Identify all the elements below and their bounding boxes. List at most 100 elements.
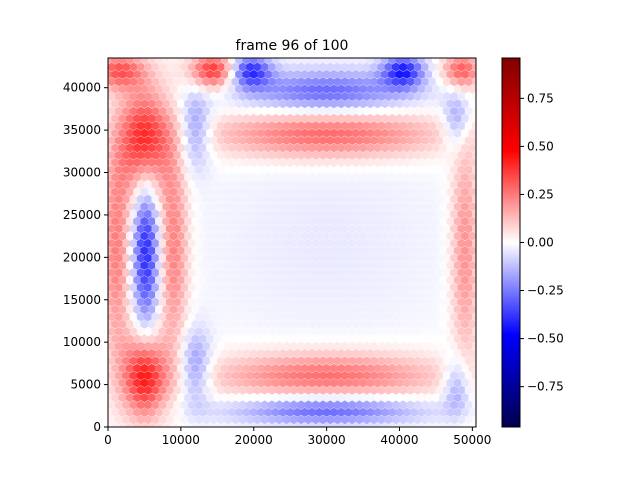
hex-cell: [457, 371, 466, 381]
hex-cell: [253, 238, 262, 248]
hex-cell: [213, 246, 222, 256]
hex-cell: [173, 62, 182, 72]
hex-cell: [140, 69, 149, 79]
hex-cell: [108, 363, 112, 373]
hex-cell: [158, 194, 167, 204]
hex-cell: [340, 356, 349, 366]
hex-cell: [122, 238, 131, 248]
hex-cell: [380, 231, 389, 241]
hex-cell: [176, 157, 185, 168]
hex-cell: [253, 165, 262, 175]
hex-cell: [329, 58, 338, 65]
hex-cell: [209, 62, 218, 72]
hex-cell: [388, 260, 397, 270]
hex-cell: [268, 356, 276, 366]
hex-cell: [402, 407, 411, 417]
hex-cell: [133, 378, 142, 388]
hex-cell: [133, 128, 142, 138]
hex-cell: [129, 106, 138, 116]
hex-cell: [380, 172, 389, 182]
hex-cell: [206, 69, 214, 79]
hex-cell: [238, 253, 247, 263]
y-tick-label: 35000: [63, 123, 101, 137]
hex-cell: [457, 282, 466, 292]
hex-cell: [253, 326, 262, 337]
hex-cell: [424, 304, 433, 314]
hex-cell: [417, 216, 426, 226]
hex-cell: [209, 371, 218, 381]
hex-cell: [268, 194, 276, 204]
hex-cell: [111, 216, 120, 226]
hex-cell: [242, 304, 251, 314]
x-tick-label: 30000: [308, 433, 346, 447]
hex-cell: [166, 62, 174, 72]
hex-cell: [275, 238, 284, 248]
hex-cell: [115, 180, 123, 190]
hex-cell: [173, 400, 182, 410]
hex-cell: [224, 62, 233, 72]
hex-cell: [155, 202, 163, 212]
hex-cell: [439, 334, 448, 344]
hex-cell: [108, 282, 116, 292]
hex-cell: [402, 113, 411, 123]
hex-cell: [402, 157, 411, 168]
hex-cell: [472, 326, 476, 337]
hex-cell: [158, 62, 167, 72]
hex-cell: [147, 58, 156, 65]
hex-cell: [399, 297, 408, 307]
hex-cell: [125, 422, 134, 427]
hex-cell: [238, 106, 247, 116]
hex-cell: [442, 297, 451, 307]
hex-cell: [453, 393, 462, 403]
hex-cell: [242, 393, 251, 403]
hex-cell: [468, 172, 476, 182]
hex-cell: [231, 180, 240, 190]
hex-cell: [450, 341, 459, 351]
hex-cell: [169, 275, 178, 285]
hex-cell: [235, 187, 244, 197]
hex-cell: [151, 268, 160, 278]
hex-cell: [108, 216, 112, 226]
hex-cell: [355, 356, 364, 366]
hex-cell: [213, 143, 222, 153]
hex-cell: [340, 326, 349, 337]
hex-cell: [195, 238, 204, 248]
hex-cell: [319, 282, 327, 292]
hex-cell: [253, 209, 262, 219]
hex-cell: [391, 297, 400, 307]
hex-cell: [238, 297, 247, 307]
hex-cell: [377, 356, 386, 366]
hex-cell: [351, 69, 360, 79]
hex-cell: [373, 69, 382, 79]
hex-cell: [249, 113, 258, 123]
hex-cell: [424, 128, 433, 138]
hex-cell: [344, 334, 353, 344]
hex-cell: [417, 99, 426, 109]
hex-cell: [326, 356, 335, 366]
hex-cell: [181, 48, 189, 57]
hex-cell: [326, 400, 335, 410]
hex-cell: [431, 216, 440, 226]
hex-cell: [217, 135, 225, 146]
hex-cell: [428, 312, 437, 322]
hex-cell: [348, 326, 357, 337]
hex-cell: [344, 157, 353, 168]
hex-cell: [457, 326, 466, 337]
hex-cell: [144, 371, 153, 381]
hex-cell: [391, 106, 400, 116]
hex-cell: [224, 371, 233, 381]
hex-cell: [472, 400, 476, 410]
hex-cell: [162, 393, 171, 403]
hex-cell: [147, 202, 156, 212]
hex-cell: [282, 165, 291, 175]
hex-cell: [162, 58, 171, 65]
hex-cell: [402, 378, 411, 388]
hex-cell: [461, 422, 469, 427]
hex-cell: [359, 113, 367, 123]
hex-cell: [399, 371, 408, 381]
hex-cell: [268, 415, 276, 425]
hex-cell: [238, 385, 247, 395]
x-axis: 0 10000 20000 30000 40000 50000: [104, 427, 491, 447]
hex-cell: [391, 282, 400, 292]
hex-cell: [472, 165, 476, 175]
